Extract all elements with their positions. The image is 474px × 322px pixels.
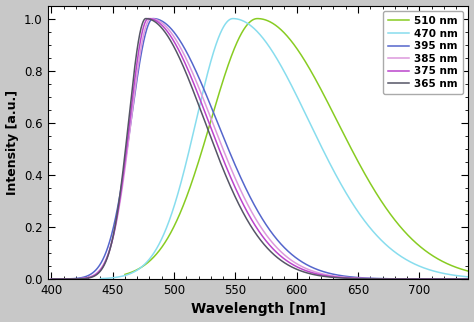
Line: 375 nm: 375 nm [51,19,468,279]
365 nm [425,277,430,281]
385 nm [395,277,401,281]
365 nm [465,277,471,281]
375 nm [395,277,401,281]
375 nm [146,17,151,21]
X-axis label: Wavelength [nm]: Wavelength [nm] [191,302,326,317]
470 nm [206,66,212,70]
395 nm [425,277,430,281]
385 nm [465,277,471,281]
Line: 385 nm: 385 nm [51,19,468,279]
395 nm [150,17,156,21]
395 nm [411,277,417,281]
385 nm [355,276,361,280]
375 nm [48,277,54,281]
375 nm [425,277,430,281]
365 nm [395,277,401,281]
470 nm [406,259,411,263]
375 nm [205,117,210,121]
365 nm [143,17,149,21]
385 nm [148,17,154,21]
395 nm [355,276,361,279]
375 nm [355,277,361,280]
365 nm [355,277,361,280]
Legend: 510 nm, 470 nm, 395 nm, 385 nm, 375 nm, 365 nm: 510 nm, 470 nm, 395 nm, 385 nm, 375 nm, … [383,11,463,94]
365 nm [75,277,81,281]
Line: 470 nm: 470 nm [100,19,468,279]
395 nm [48,277,54,281]
395 nm [75,276,81,280]
385 nm [411,277,417,281]
470 nm [465,275,471,279]
Y-axis label: Intensity [a.u.]: Intensity [a.u.] [6,90,18,195]
510 nm [361,170,367,174]
395 nm [465,277,471,281]
385 nm [425,277,430,281]
470 nm [347,197,353,201]
365 nm [48,277,54,281]
375 nm [465,277,471,281]
Line: 365 nm: 365 nm [51,19,468,279]
470 nm [98,277,103,280]
395 nm [395,277,401,281]
510 nm [394,221,400,225]
510 nm [459,267,465,271]
365 nm [411,277,417,281]
385 nm [205,108,210,112]
470 nm [345,194,351,198]
365 nm [205,127,210,131]
395 nm [205,96,210,100]
510 nm [122,272,128,276]
470 nm [230,17,236,21]
375 nm [75,277,81,281]
Line: 395 nm: 395 nm [51,19,468,279]
385 nm [48,277,54,281]
510 nm [465,269,471,273]
510 nm [236,38,241,42]
385 nm [75,277,81,281]
375 nm [411,277,417,281]
510 nm [255,17,260,21]
510 nm [347,144,353,147]
470 nm [245,22,251,26]
470 nm [133,269,138,273]
Line: 510 nm: 510 nm [125,19,468,274]
510 nm [456,267,462,270]
